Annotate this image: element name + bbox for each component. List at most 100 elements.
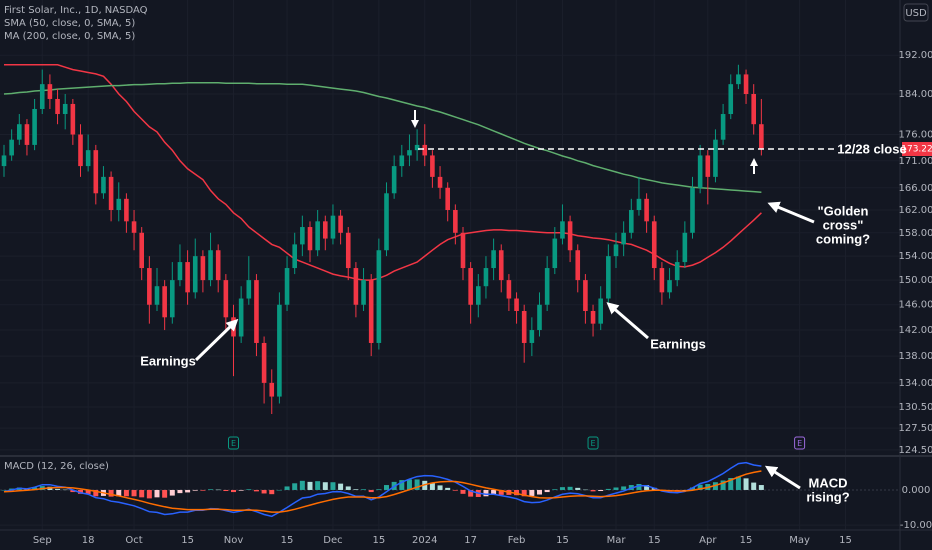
candle-body xyxy=(116,198,122,211)
annotation-arrows xyxy=(194,110,815,490)
macd-histogram-bar xyxy=(246,489,252,490)
macd-histogram-bar xyxy=(353,489,359,490)
moving-average xyxy=(3,81,762,193)
signal-line xyxy=(3,470,762,513)
x-tick-label: Apr xyxy=(699,535,717,546)
currency-box[interactable] xyxy=(903,3,929,22)
candle-body xyxy=(621,232,626,245)
candle-body xyxy=(223,280,229,318)
macd-histogram-bar xyxy=(32,487,38,490)
macd-histogram-bar xyxy=(452,489,458,491)
candle-body xyxy=(284,268,290,305)
macd-histogram-bar xyxy=(575,487,581,490)
macd-histogram-bar xyxy=(299,480,305,490)
candle-body xyxy=(583,280,588,312)
macd-histogram-bar xyxy=(590,489,596,492)
macd-histogram-bar xyxy=(521,489,527,497)
earnings-marker xyxy=(228,436,239,450)
candle-body xyxy=(491,250,496,269)
candle-body xyxy=(39,84,45,109)
candle-body xyxy=(736,74,741,85)
macd-histogram-bar xyxy=(552,489,558,490)
macd-histogram-bar xyxy=(146,489,152,499)
x-tick-label: Oct xyxy=(125,535,142,546)
candle-body xyxy=(590,311,596,324)
candle-body xyxy=(644,198,649,222)
candle-body xyxy=(101,176,106,194)
currency[interactable]: USD xyxy=(905,8,927,19)
macd-histogram-bar xyxy=(636,483,642,490)
candle-body xyxy=(659,268,665,293)
y-tick-label: 192.00 xyxy=(899,50,932,61)
candle-body xyxy=(468,268,473,305)
candle-body xyxy=(170,280,175,318)
candle-body xyxy=(674,262,680,281)
earnings-marker xyxy=(587,436,599,450)
candle-body xyxy=(575,250,581,281)
y-tick-label: 184.00 xyxy=(899,89,932,100)
labels: First Solar, Inc., 1D, NASDAQ SMA (50, c… xyxy=(4,3,932,546)
candle-body xyxy=(361,280,366,305)
macd-histogram-bar xyxy=(720,480,726,490)
candle-body xyxy=(514,298,519,312)
candle-body xyxy=(636,198,642,211)
macd-histogram-bar xyxy=(261,489,267,494)
candle-body xyxy=(606,256,611,299)
macd-histogram-bar xyxy=(406,479,412,490)
candle-body xyxy=(277,304,282,397)
annotation: MACD xyxy=(809,475,848,490)
macd-histogram-bar xyxy=(208,489,214,490)
x-tick-label: Feb xyxy=(508,535,526,546)
x-tick-label: 15 xyxy=(181,535,194,546)
candle-body xyxy=(560,221,565,239)
macd-histogram-bar xyxy=(200,489,206,491)
macd-histogram-bar xyxy=(85,489,91,495)
macd-histogram-bar xyxy=(185,489,191,493)
candle-body xyxy=(307,227,313,251)
candle-body xyxy=(751,94,756,125)
ma200-legend: MA (200, close, 0, SMA, 5) xyxy=(4,31,135,42)
x-tick-label: 2024 xyxy=(412,535,437,546)
candle-body xyxy=(238,298,244,337)
candle-body xyxy=(47,84,53,99)
candle-body xyxy=(407,150,412,156)
candle-body xyxy=(544,268,550,305)
y-tick-label: 130.50 xyxy=(899,402,932,413)
x-tick-label: May xyxy=(789,535,810,546)
candle-body xyxy=(460,232,466,269)
macd-histogram-bar xyxy=(215,489,221,491)
candle-body xyxy=(147,268,152,305)
candle-body xyxy=(506,280,512,299)
candle-body xyxy=(613,244,619,257)
x-tick-label: 15 xyxy=(372,535,385,546)
macd-histogram-bar xyxy=(567,486,573,490)
macd-histogram-bar xyxy=(644,485,650,490)
candle-body xyxy=(690,187,695,233)
macd-legend: MACD (12, 26, close) xyxy=(4,461,109,472)
annotation: "Golden xyxy=(818,203,869,218)
candle-body xyxy=(162,286,167,318)
y-tick-label: 150.00 xyxy=(899,275,932,286)
candle-body xyxy=(629,210,634,233)
arrow xyxy=(606,302,649,340)
y-tick-label: 124.50 xyxy=(899,445,932,456)
y-tick-label: 146.00 xyxy=(899,300,932,311)
macd-histogram-bar xyxy=(483,489,489,497)
macd-line xyxy=(3,461,762,518)
candle-body xyxy=(498,250,504,281)
candle-body xyxy=(376,250,382,343)
candle-body xyxy=(269,382,275,397)
candle-body xyxy=(215,250,221,281)
candle-body xyxy=(713,139,718,177)
candle-body xyxy=(330,215,336,239)
macd-histogram-bar xyxy=(192,489,198,491)
macd-histogram-bar xyxy=(613,487,619,490)
macd-histogram-bar xyxy=(544,489,550,493)
arrow xyxy=(767,201,815,224)
candle-body xyxy=(139,232,144,269)
x-tick-label: Dec xyxy=(323,535,342,546)
macd-histogram-bar xyxy=(231,489,236,493)
candle-body xyxy=(743,74,749,95)
arrow xyxy=(764,465,801,490)
candle-body xyxy=(200,256,206,281)
